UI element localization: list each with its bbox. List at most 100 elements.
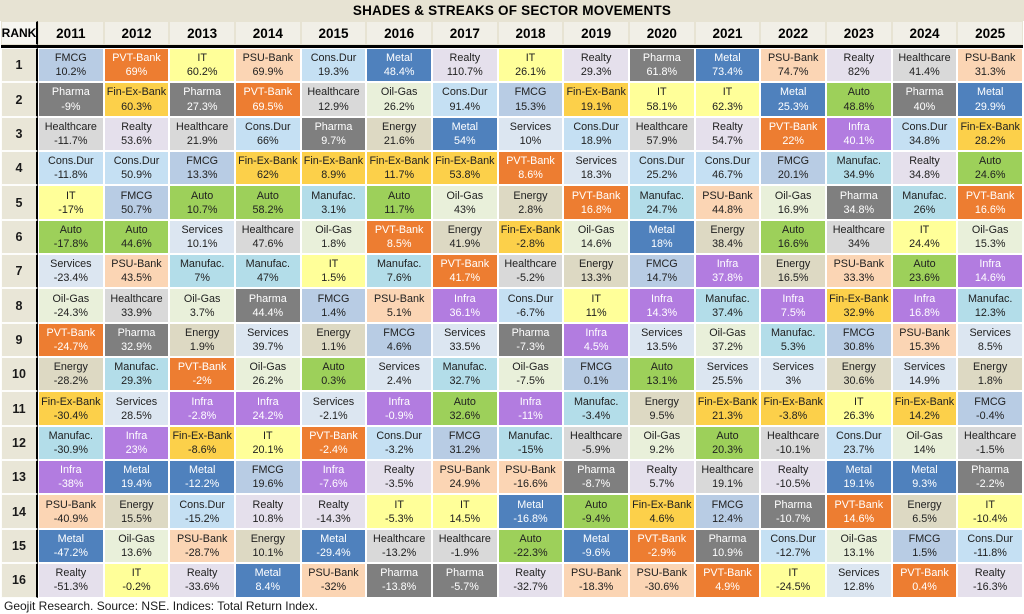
sector-cell-2014-rank9: Services 39.7% (234, 322, 301, 358)
sector-cell-2017-rank16: Pharma -5.7% (431, 563, 498, 598)
sector-name: Pharma (905, 86, 944, 99)
sector-cell-2022-rank14: Pharma -10.7% (760, 494, 826, 529)
year-header-2022: 2022 (760, 21, 826, 45)
sector-return-value: -40.9% (53, 512, 88, 525)
sector-name: Oil-Gas (380, 86, 418, 99)
sector-name: Infra (125, 429, 148, 442)
sector-return-value: 19.4% (121, 478, 152, 491)
sector-name: Infra (979, 258, 1001, 271)
sector-name: Fin-Ex-Bank (172, 429, 232, 442)
sector-name: Pharma (183, 86, 222, 99)
sector-name: Manufac. (114, 361, 159, 374)
sector-return-value: 53.8% (449, 169, 481, 182)
sector-cell-2023-rank1: Realty 82% (825, 48, 892, 83)
sector-cell-2023-rank12: Cons.Dur 23.7% (825, 425, 892, 461)
sector-name: Manufac. (508, 429, 553, 442)
sector-name: Auto (388, 189, 411, 202)
sector-cell-2013-rank13: Metal -12.2% (169, 460, 235, 495)
sector-name: FMCG (974, 395, 1007, 408)
sector-name: Infra (191, 395, 213, 408)
sector-cell-2012-rank1: PVT-Bank 69% (103, 48, 170, 83)
sector-cell-2022-rank9: Manufac. 5.3% (760, 322, 826, 358)
sector-return-value: -15.2% (185, 512, 220, 525)
sector-cell-2017-rank11: Auto 32.6% (431, 391, 498, 426)
sector-cell-2021-rank8: Manufac. 37.4% (694, 288, 761, 323)
sector-cell-2022-rank5: Oil-Gas 16.9% (760, 185, 826, 220)
sector-cell-2015-rank1: Cons.Dur 19.3% (300, 48, 367, 83)
sector-return-value: 50.9% (121, 169, 152, 182)
sector-return-value: 15.3% (515, 100, 546, 113)
sector-name: Pharma (708, 532, 747, 545)
sector-return-value: 23.6% (909, 272, 940, 285)
sector-return-value: -7.3% (516, 340, 545, 353)
sector-name: Energy (185, 326, 220, 339)
sector-name: Pharma (380, 567, 419, 580)
sector-cell-2020-rank10: Auto 13.1% (628, 357, 695, 392)
sector-cell-2015-rank3: Pharma 9.7% (300, 116, 367, 152)
sector-cell-2017-rank13: PSU-Bank 24.9% (431, 460, 498, 495)
sector-return-value: 4.9% (715, 581, 740, 594)
sector-name: PSU-Bank (373, 292, 425, 305)
sector-cell-2019-rank2: Fin-Ex-Bank 19.1% (563, 82, 629, 117)
sector-cell-2013-rank10: PVT-Bank -2% (169, 357, 235, 392)
sector-return-value: -8.6% (188, 443, 217, 456)
sector-name: FMCG (777, 155, 810, 168)
sector-cell-2022-rank10: Services 3% (760, 357, 826, 392)
sector-return-value: -51.3% (53, 581, 88, 594)
sector-name: Oil-Gas (315, 223, 352, 236)
sector-name: IT (66, 189, 76, 202)
sector-name: Cons.Dur (639, 155, 685, 168)
sector-cell-2019-rank6: Oil-Gas 14.6% (563, 219, 629, 255)
sector-cell-2017-rank2: Cons.Dur 91.4% (431, 82, 498, 117)
sector-cell-2019-rank9: Infra 4.5% (563, 322, 629, 358)
sector-name: Energy (973, 361, 1008, 374)
sector-return-value: 43% (454, 203, 476, 216)
sector-cell-2015-rank10: Auto 0.3% (300, 357, 367, 392)
sector-cell-2019-rank8: IT 11% (563, 288, 629, 323)
sector-name: PVT-Bank (768, 120, 818, 133)
sector-cell-2013-rank11: Infra -2.8% (169, 391, 235, 426)
sector-return-value: 32.6% (449, 409, 481, 422)
sector-return-value: -0.2% (122, 581, 151, 594)
sector-return-value: 20.1% (777, 169, 809, 182)
sector-name: Pharma (774, 498, 813, 511)
sector-return-value: -12.2% (185, 478, 220, 491)
sector-return-value: 26.2% (252, 375, 284, 388)
sector-return-value: 26.3% (843, 409, 875, 422)
sector-name: Energy (841, 361, 876, 374)
sector-cell-2020-rank12: Oil-Gas 9.2% (628, 425, 695, 461)
sector-name: Cons.Dur (573, 120, 619, 133)
sector-name: FMCG (317, 292, 350, 305)
sector-cell-2018-rank8: Cons.Dur -6.7% (497, 288, 564, 323)
sector-name: Services (115, 395, 158, 408)
sector-return-value: 18.3% (580, 169, 612, 182)
sector-name: Energy (710, 223, 745, 236)
sector-return-value: 1.5% (321, 272, 346, 285)
year-header-2025: 2025 (957, 21, 1023, 45)
sector-cell-2012-rank8: Healthcare 33.9% (103, 288, 170, 323)
sector-cell-2021-rank9: Oil-Gas 37.2% (694, 322, 761, 358)
sector-cell-2023-rank3: Infra 40.1% (825, 116, 892, 152)
sector-return-value: 48.4% (383, 66, 415, 79)
sector-name: Healthcare (701, 464, 754, 477)
sector-name: Fin-Ex-Bank (566, 86, 626, 99)
sector-name: Oil-Gas (906, 429, 943, 442)
sector-name: Oil-Gas (643, 429, 681, 442)
sector-return-value: 41.4% (909, 66, 940, 79)
sector-cell-2013-rank6: Services 10.1% (169, 219, 235, 255)
sector-cell-2022-rank7: Energy 16.5% (760, 254, 826, 289)
sector-name: Auto (453, 395, 476, 408)
sector-return-value: -24.7% (53, 340, 88, 353)
sector-cell-2017-rank6: Energy 41.9% (431, 219, 498, 255)
sector-return-value: -16.8% (513, 512, 548, 525)
sector-return-value: -2.9% (647, 546, 676, 559)
sector-return-value: 8.6% (518, 169, 543, 182)
sector-cell-2011-rank3: Healthcare -11.7% (38, 116, 104, 152)
sector-return-value: 9.3% (912, 478, 937, 491)
sector-return-value: -32% (320, 581, 347, 594)
sector-return-value: 31.2% (449, 443, 481, 456)
sector-cell-2018-rank5: Energy 2.8% (497, 185, 564, 220)
year-header-2012: 2012 (103, 21, 170, 45)
sector-name: Pharma (511, 326, 550, 339)
sector-name: PSU-Bank (833, 258, 885, 271)
